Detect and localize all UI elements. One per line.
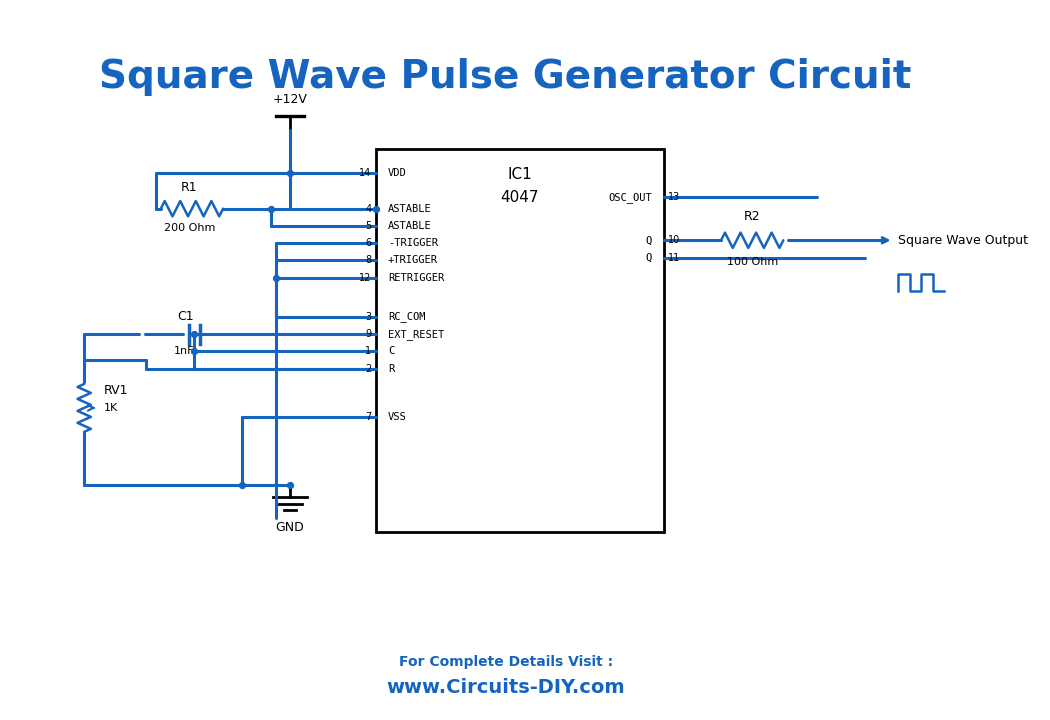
Text: 6: 6 xyxy=(365,238,372,248)
FancyBboxPatch shape xyxy=(376,149,664,532)
Text: Q: Q xyxy=(646,235,652,246)
Text: 11: 11 xyxy=(669,253,680,263)
Text: ASTABLE: ASTABLE xyxy=(387,221,432,231)
Text: -TRIGGER: -TRIGGER xyxy=(387,238,438,248)
Text: VDD: VDD xyxy=(387,168,406,179)
Text: 4: 4 xyxy=(365,204,372,214)
Text: 2: 2 xyxy=(365,364,372,374)
Text: RETRIGGER: RETRIGGER xyxy=(387,273,444,283)
Text: ASTABLE: ASTABLE xyxy=(387,204,432,214)
Text: C: C xyxy=(387,346,394,356)
Text: Q: Q xyxy=(646,253,652,263)
Text: C1: C1 xyxy=(177,310,194,323)
Text: 7: 7 xyxy=(365,413,372,423)
Text: Square Wave Pulse Generator Circuit: Square Wave Pulse Generator Circuit xyxy=(100,58,911,96)
Text: Square Wave Output: Square Wave Output xyxy=(898,234,1028,247)
Text: R2: R2 xyxy=(743,210,760,223)
Text: VSS: VSS xyxy=(387,413,406,423)
Text: RV1: RV1 xyxy=(103,384,128,397)
Text: 1nF: 1nF xyxy=(174,346,194,356)
Text: IC1: IC1 xyxy=(507,166,532,181)
Text: 4047: 4047 xyxy=(501,189,540,204)
Text: 14: 14 xyxy=(359,168,372,179)
Text: 200 Ohm: 200 Ohm xyxy=(164,223,215,233)
Text: RC_COM: RC_COM xyxy=(387,312,425,323)
Text: GND: GND xyxy=(276,521,304,534)
Text: 100 Ohm: 100 Ohm xyxy=(727,256,778,266)
Text: R1: R1 xyxy=(182,181,197,194)
Text: 3: 3 xyxy=(365,312,372,322)
Text: www.Circuits-DIY.com: www.Circuits-DIY.com xyxy=(386,678,625,697)
Text: R: R xyxy=(387,364,394,374)
Text: +TRIGGER: +TRIGGER xyxy=(387,256,438,266)
Text: 1K: 1K xyxy=(103,403,118,413)
Text: 9: 9 xyxy=(365,329,372,339)
Text: 13: 13 xyxy=(669,192,680,202)
Text: 8: 8 xyxy=(365,256,372,266)
Text: EXT_RESET: EXT_RESET xyxy=(387,329,444,340)
Text: 12: 12 xyxy=(359,273,372,283)
Text: For Complete Details Visit :: For Complete Details Visit : xyxy=(399,654,612,669)
Text: 1: 1 xyxy=(365,346,372,356)
Text: 10: 10 xyxy=(669,235,680,246)
Text: 5: 5 xyxy=(365,221,372,231)
Text: OSC_OUT: OSC_OUT xyxy=(608,192,652,202)
Text: +12V: +12V xyxy=(273,93,308,107)
